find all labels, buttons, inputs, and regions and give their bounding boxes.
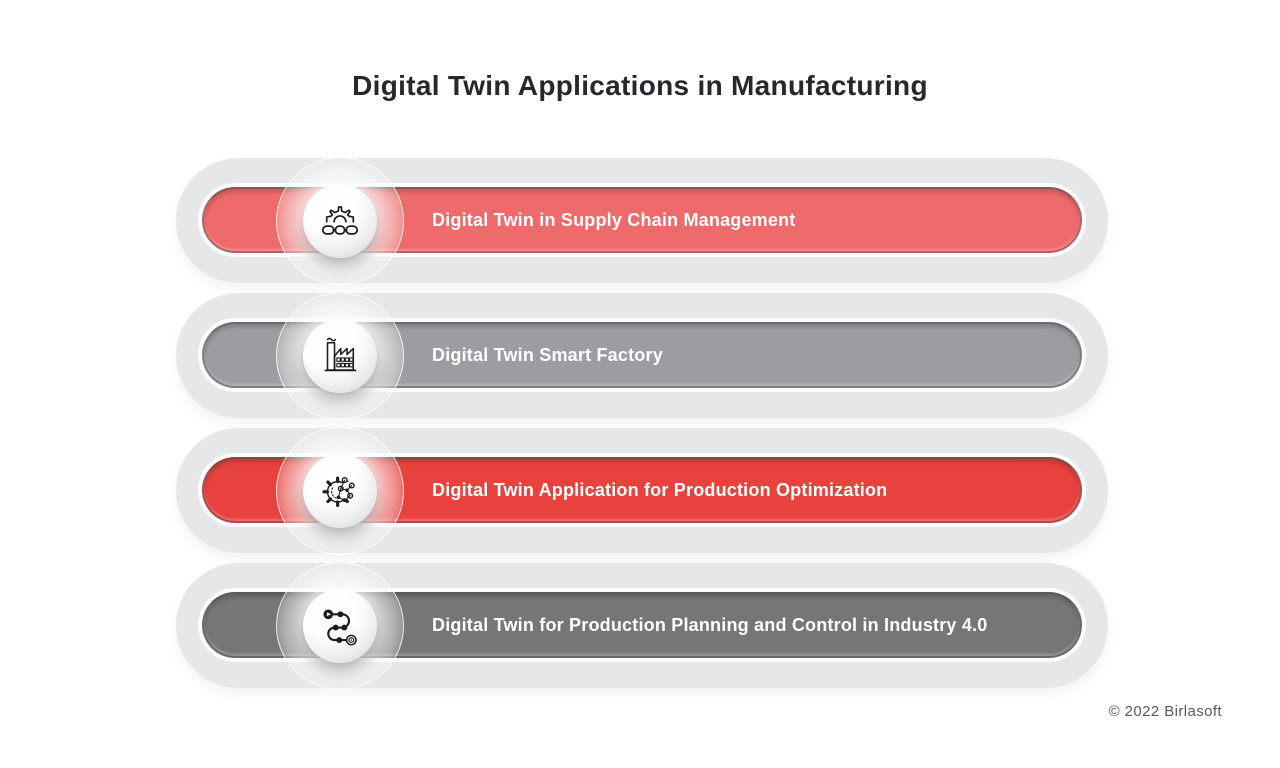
list-item: Digital Twin Application for Production … [176, 426, 1108, 555]
supply-chain-gear-icon [321, 205, 359, 235]
icon-halo [276, 426, 404, 555]
page-title: Digital Twin Applications in Manufacturi… [352, 70, 928, 101]
icon-halo [276, 291, 404, 420]
list-item: Digital Twin in Supply Chain Management [176, 156, 1108, 285]
icon-halo [276, 561, 404, 690]
pill-label: Digital Twin Smart Factory [432, 344, 663, 365]
pill-label: Digital Twin for Production Planning and… [432, 614, 988, 635]
copyright-text: © 2022 Birlasoft [1108, 703, 1222, 720]
icon-sphere [303, 183, 377, 258]
pill-label: Digital Twin Application for Production … [432, 479, 888, 500]
pill-label: Digital Twin in Supply Chain Management [432, 209, 796, 230]
icon-sphere [303, 453, 377, 528]
list-item: Digital Twin for Production Planning and… [176, 561, 1108, 690]
list-item: Digital Twin Smart Factory [176, 291, 1108, 420]
icon-sphere [303, 318, 377, 393]
icon-halo [276, 156, 404, 285]
process-path-icon [323, 608, 357, 646]
application-list: Digital Twin in Supply Chain Management [176, 156, 1108, 698]
factory-icon [324, 337, 357, 371]
icon-sphere [303, 588, 377, 663]
gear-network-icon [322, 476, 356, 507]
